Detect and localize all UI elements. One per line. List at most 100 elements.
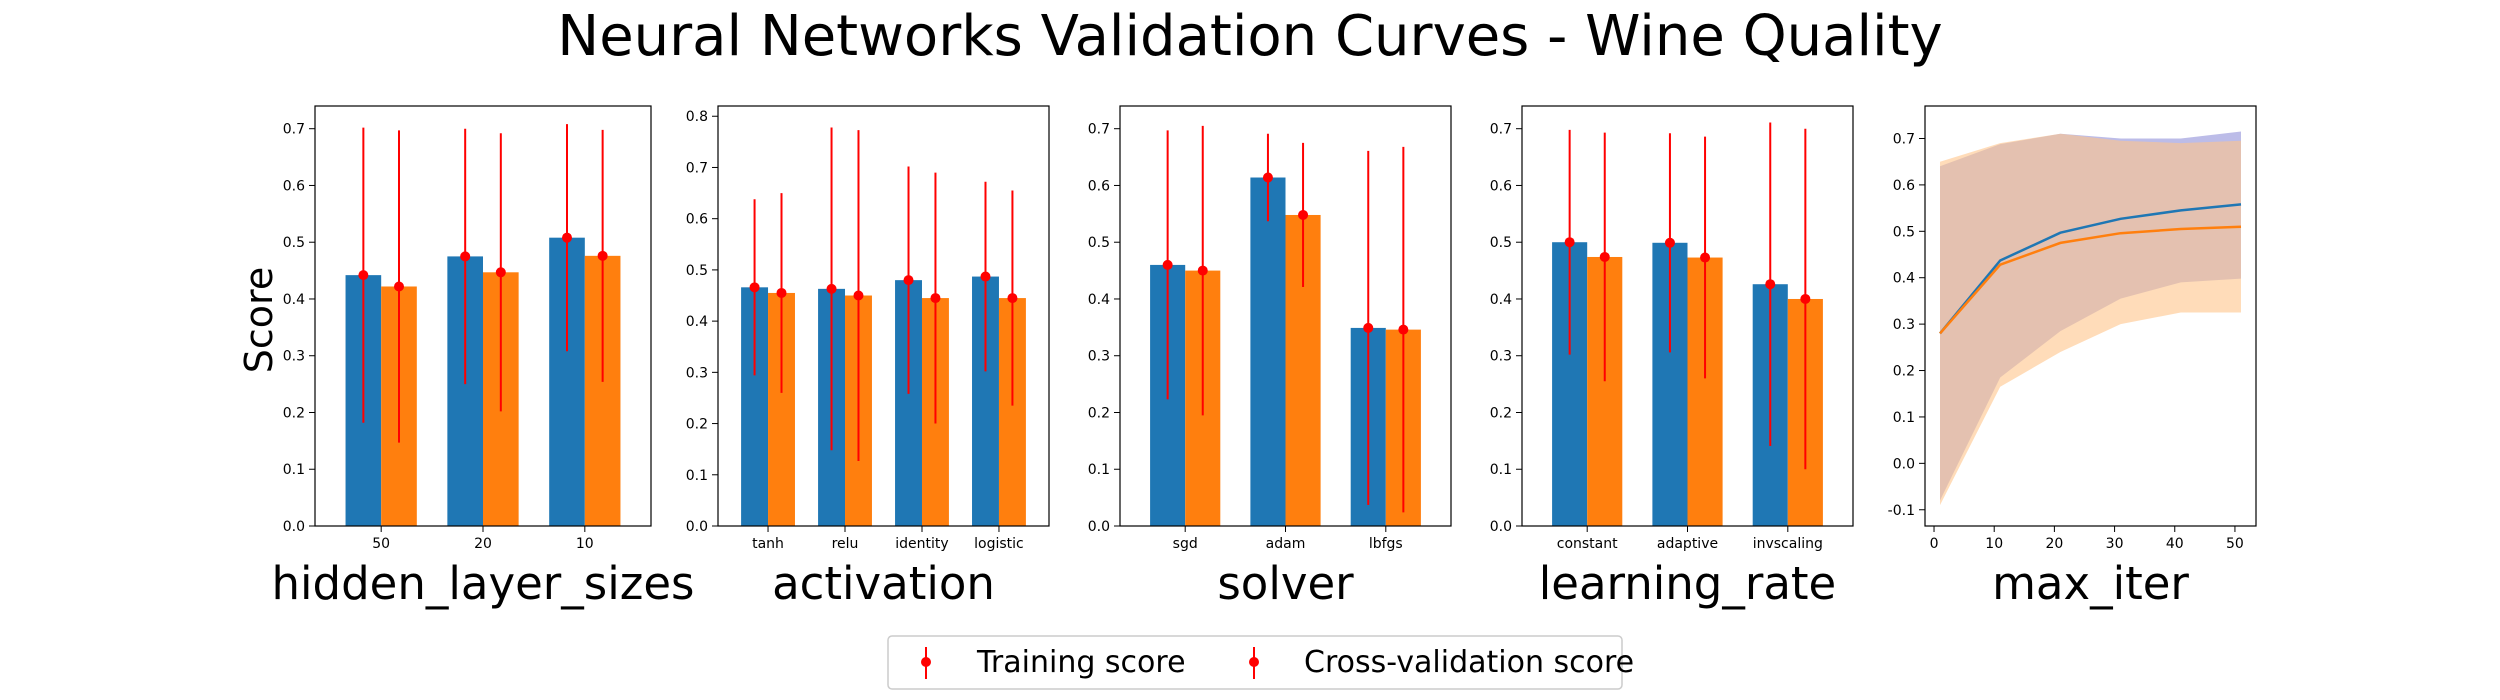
- cv-point-relu: [853, 290, 864, 301]
- y-tick-label: 0.0: [1893, 456, 1915, 472]
- y-tick-label: 0.3: [1893, 317, 1915, 333]
- cv-point-20: [495, 267, 506, 278]
- cv-point-invscaling: [1800, 293, 1811, 304]
- x-tick-label-logistic: logistic: [974, 536, 1024, 552]
- x-tick-label-tanh: tanh: [752, 536, 784, 552]
- y-tick-label: 0.3: [283, 349, 305, 365]
- figure-title: Neural Networks Validation Curves - Wine…: [557, 4, 1942, 69]
- plot-frame: [314, 105, 652, 527]
- y-tick-label: 0.0: [1088, 519, 1110, 535]
- y-tick-label: 0.7: [1893, 131, 1915, 147]
- y-tick-label: 0.4: [283, 292, 305, 308]
- x-tick-label-constant: constant: [1557, 536, 1618, 552]
- cv-std-band: [1940, 133, 2241, 506]
- y-tick-label: 0.4: [686, 314, 708, 330]
- cv-point-lbfgs: [1398, 324, 1409, 335]
- x-axis-label: max_iter: [1992, 557, 2189, 610]
- training-point-adam: [1262, 172, 1273, 183]
- y-tick-label: 0.2: [283, 405, 305, 421]
- x-tick-label-lbfgs: lbfgs: [1369, 536, 1403, 552]
- training-point-identity: [903, 275, 914, 286]
- cv-point-10: [597, 250, 608, 261]
- training-point-10: [562, 232, 572, 243]
- y-tick-label: 0.1: [1893, 410, 1915, 426]
- cv-point-logistic: [1007, 293, 1018, 304]
- training-point-relu: [826, 283, 837, 294]
- cv-point-50: [394, 281, 404, 292]
- training-point-50: [358, 270, 369, 281]
- y-tick-label: 0.5: [1490, 235, 1512, 251]
- y-axis-label: Score: [237, 267, 281, 373]
- x-tick-label-sgd: sgd: [1173, 536, 1198, 552]
- x-tick-label: 20: [2045, 536, 2063, 552]
- y-tick-label: -0.1: [1888, 503, 1915, 519]
- y-tick-label: 0.1: [1490, 462, 1512, 478]
- training-score-line: [1939, 203, 2242, 335]
- x-tick-label-20: 20: [474, 536, 492, 552]
- legend-training-label: Training score: [976, 645, 1186, 680]
- legend-cv-marker: [1249, 647, 1259, 679]
- cv-point-identity: [930, 293, 941, 304]
- y-tick-label: 0.3: [686, 365, 708, 381]
- x-axis-label: activation: [772, 557, 995, 610]
- y-tick-label: 0.5: [1893, 224, 1915, 240]
- y-tick-label: 0.7: [283, 122, 305, 138]
- cv-point-sgd: [1197, 265, 1208, 276]
- y-tick-label: 0.7: [1490, 122, 1512, 138]
- x-tick-label: 40: [2166, 536, 2184, 552]
- chart-panels: 0.0 0.1 0.2 0.3 0.4 0.5 0.6 0.7 50 20 10 hidden_lay…: [272, 105, 2257, 610]
- y-tick-label: 0.6: [1893, 178, 1915, 194]
- y-tick-label: 0.4: [1490, 292, 1512, 308]
- x-tick-label: 50: [2226, 536, 2244, 552]
- cv-score-line: [1939, 225, 2242, 335]
- plot-frame: [1119, 105, 1452, 527]
- y-tick-label: 0.6: [1088, 178, 1110, 194]
- y-tick-label: 0.4: [1893, 271, 1915, 287]
- panel-learning-rate: 0.0 0.1 0.2 0.3 0.4 0.5 0.6 0.7 constant adaptive…: [1490, 105, 1854, 610]
- y-tick-label: 0.0: [283, 519, 305, 535]
- x-tick-label-adam: adam: [1266, 536, 1306, 552]
- y-tick-label: 0.3: [1088, 349, 1110, 365]
- training-point-adaptive: [1664, 237, 1675, 248]
- training-point-lbfgs: [1363, 322, 1374, 333]
- training-point-invscaling: [1765, 279, 1776, 290]
- training-bar-adam: [1250, 177, 1286, 526]
- y-tick-label: 0.6: [283, 178, 305, 194]
- plot-frame: [1924, 105, 2257, 527]
- legend-training-marker: [921, 647, 931, 679]
- cv-point-constant: [1599, 251, 1610, 262]
- y-tick-label: 0.5: [686, 263, 708, 279]
- panel-hidden-layer-sizes: 0.0 0.1 0.2 0.3 0.4 0.5 0.6 0.7 50 20 10 hidden_lay…: [272, 105, 694, 610]
- y-tick-label: 0.2: [1088, 405, 1110, 421]
- x-tick-label-10: 10: [576, 536, 594, 552]
- cv-point-adaptive: [1700, 252, 1711, 263]
- y-tick-label: 0.1: [1088, 462, 1110, 478]
- x-tick-label-identity: identity: [895, 536, 948, 552]
- panel-activation: 0.0 0.1 0.2 0.3 0.4 0.5 0.6 0.7 0.8 tanh relu ident…: [686, 105, 1050, 610]
- plot-frame: [717, 105, 1050, 527]
- cv-point-adam: [1298, 209, 1309, 220]
- y-tick-label: 0.0: [1490, 519, 1512, 535]
- x-tick-label-invscaling: invscaling: [1753, 536, 1823, 552]
- training-point-logistic: [980, 271, 991, 282]
- panel-max-iter: -0.1 0.0 0.1 0.2 0.3 0.4 0.5 0.6 0.7 0 10 20 30 40 50 m…: [1888, 105, 2257, 610]
- panel-solver: 0.0 0.1 0.2 0.3 0.4 0.5 0.6 0.7 sgd adam lbfgs solv…: [1088, 105, 1452, 610]
- y-tick-label: 0.8: [686, 109, 708, 125]
- y-tick-label: 0.6: [686, 212, 708, 228]
- cv-point-tanh: [776, 287, 787, 298]
- y-tick-label: 0.2: [1893, 364, 1915, 380]
- x-tick-label: 0: [1930, 536, 1939, 552]
- y-tick-label: 0.7: [686, 160, 708, 176]
- legend: Training score Cross-validation score: [887, 635, 1634, 690]
- x-axis-label: learning_rate: [1539, 557, 1837, 610]
- y-tick-label: 0.5: [1088, 235, 1110, 251]
- y-tick-label: 0.3: [1490, 349, 1512, 365]
- y-tick-label: 0.2: [686, 417, 708, 433]
- legend-cv-label: Cross-validation score: [1304, 645, 1634, 680]
- y-tick-label: 0.7: [1088, 122, 1110, 138]
- training-point-constant: [1564, 237, 1575, 248]
- x-tick-label-relu: relu: [832, 536, 859, 552]
- y-tick-label: 0.6: [1490, 178, 1512, 194]
- x-tick-label-50: 50: [372, 536, 390, 552]
